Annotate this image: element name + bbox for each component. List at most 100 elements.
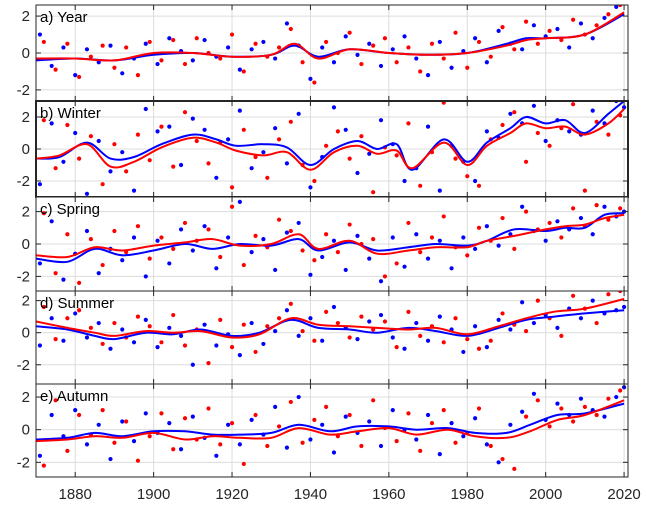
data-point (414, 56, 419, 61)
y-tick-label: 0 (22, 45, 30, 62)
data-point (414, 232, 419, 237)
data-point (261, 39, 266, 45)
data-point (284, 230, 290, 235)
data-point (618, 388, 623, 393)
data-point (555, 401, 560, 406)
data-point (472, 416, 478, 421)
data-point (61, 277, 66, 282)
data-point (249, 47, 254, 52)
data-point (320, 45, 325, 50)
data-point (390, 335, 395, 340)
data-point (96, 320, 101, 326)
data-point (390, 47, 395, 52)
data-point (300, 248, 305, 253)
data-point (288, 26, 293, 32)
scatter-series-blue (37, 298, 627, 367)
data-point (84, 442, 90, 447)
data-point (108, 456, 113, 462)
data-point (37, 261, 43, 266)
data-point (512, 47, 517, 52)
data-point (182, 61, 188, 67)
data-point (555, 325, 560, 330)
data-point (484, 129, 489, 134)
data-point (112, 65, 117, 70)
data-point (218, 317, 223, 322)
data-point (155, 238, 160, 243)
data-point (531, 320, 537, 326)
data-point (567, 45, 572, 50)
data-point (508, 327, 513, 332)
data-point (335, 320, 340, 326)
data-point (355, 337, 360, 342)
panel-plot-area (36, 291, 627, 367)
data-point (500, 456, 505, 462)
data-point (37, 182, 43, 187)
data-point (520, 300, 525, 305)
data-point (590, 108, 595, 113)
data-point (453, 440, 458, 445)
data-point (53, 337, 58, 342)
data-point (273, 404, 278, 409)
data-point (135, 132, 141, 137)
data-point (425, 73, 431, 78)
data-point (312, 258, 317, 263)
data-point (61, 159, 66, 164)
data-point (226, 45, 231, 50)
data-point (496, 28, 501, 33)
data-point (84, 47, 90, 52)
data-point (594, 203, 599, 208)
data-point (108, 169, 113, 174)
data-point (378, 312, 384, 318)
data-point (547, 28, 552, 33)
data-point (178, 227, 184, 232)
data-point (461, 349, 466, 355)
data-point (100, 408, 105, 413)
data-point (41, 211, 46, 216)
y-tick-label: -2 (17, 454, 30, 471)
data-point (594, 320, 599, 326)
panel-title: d) Summer (40, 295, 114, 312)
data-point (41, 39, 46, 45)
data-point (582, 188, 587, 193)
data-point (312, 178, 317, 184)
data-point (276, 424, 282, 429)
data-point (512, 466, 517, 471)
data-point (441, 340, 446, 345)
data-point (508, 422, 513, 427)
data-point (476, 346, 482, 351)
data-point (143, 317, 148, 322)
data-point (320, 422, 325, 427)
data-point (331, 238, 337, 243)
data-point (571, 206, 576, 211)
smooth-line-blue (36, 13, 625, 62)
data-point (84, 228, 90, 234)
data-point (190, 414, 195, 419)
data-point (378, 279, 384, 284)
data-point (273, 126, 278, 131)
data-point (88, 134, 93, 139)
data-point (237, 108, 242, 113)
data-point (555, 26, 560, 32)
data-point (382, 274, 388, 279)
data-point (453, 30, 458, 35)
data-point (120, 419, 125, 424)
y-tick-label: 2 (22, 293, 30, 310)
data-point (496, 317, 501, 322)
data-point (406, 309, 411, 314)
data-point (347, 335, 352, 340)
data-point (229, 204, 235, 209)
data-point (65, 122, 70, 128)
data-point (394, 261, 399, 266)
data-point (206, 361, 211, 366)
data-point (237, 199, 242, 204)
smooth-line-blue (36, 212, 625, 264)
data-point (53, 166, 58, 171)
smooth-line-blue (36, 309, 625, 341)
data-point (602, 204, 607, 209)
data-point (135, 73, 141, 78)
y-tick-label: 2 (22, 109, 30, 126)
data-point (465, 253, 470, 258)
data-point (96, 138, 101, 144)
data-point (171, 37, 176, 43)
data-point (472, 246, 478, 251)
